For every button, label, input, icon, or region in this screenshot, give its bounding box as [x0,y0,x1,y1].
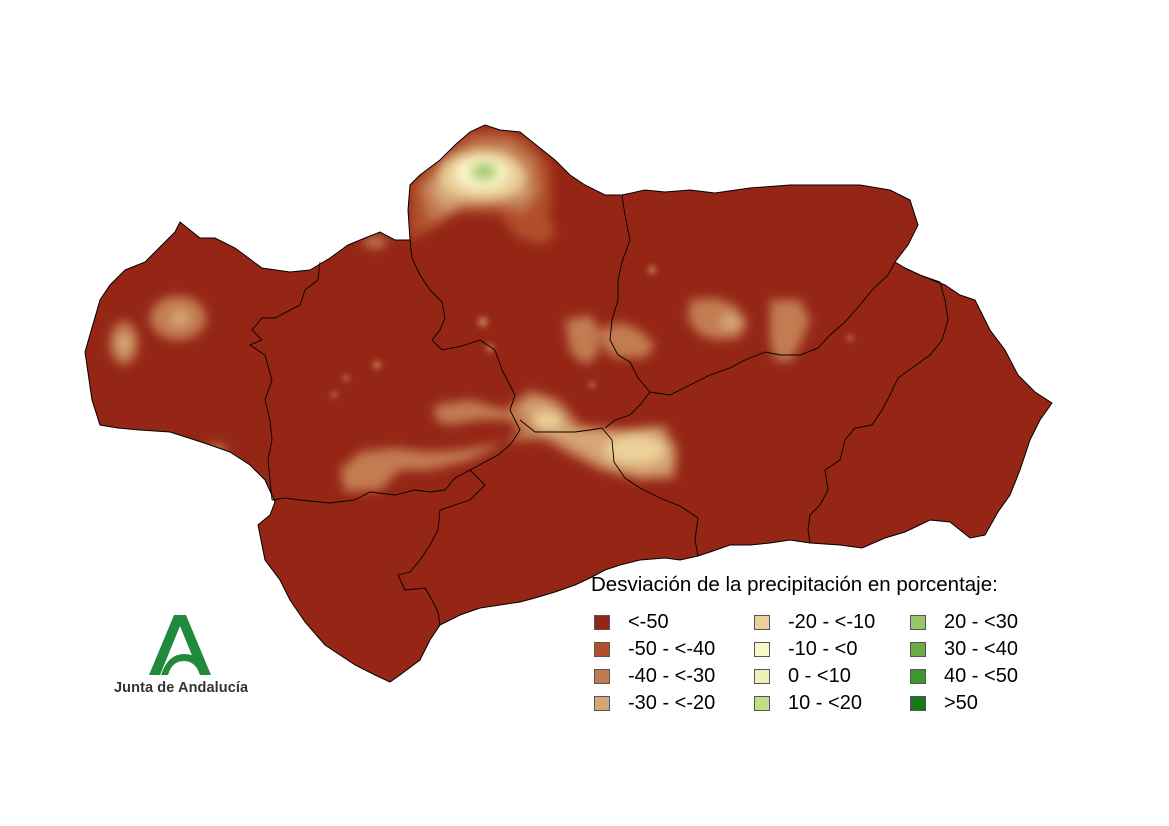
legend-swatch [910,696,926,711]
legend-item: 20 - <30 [906,609,1056,636]
legend-swatch [910,669,926,684]
legend-item: -30 - <-20 [590,690,750,717]
legend: Desviación de la precipitación en porcen… [590,573,1060,717]
legend-item: -20 - <-10 [750,609,906,636]
legend-item: 0 - <10 [750,663,906,690]
legend-swatch [754,696,770,711]
legend-swatch [754,642,770,657]
legend-swatch [594,615,610,630]
legend-label: 30 - <40 [944,638,1018,660]
legend-swatch [754,615,770,630]
legend-label: 40 - <50 [944,665,1018,687]
legend-label: >50 [944,692,978,714]
legend-grid: <-50 -50 - <-40 -40 - <-30 -30 - <-20 -20 - … [590,609,1060,717]
junta-andalucia-logo-icon [149,615,211,675]
legend-item: >50 [906,690,1056,717]
legend-label: -50 - <-40 [628,638,716,660]
legend-swatch [910,615,926,630]
legend-item: -50 - <-40 [590,636,750,663]
region-outline [84,124,1053,683]
legend-swatch [754,669,770,684]
legend-item: -40 - <-30 [590,663,750,690]
legend-item: 30 - <40 [906,636,1056,663]
legend-swatch [594,642,610,657]
legend-item: 10 - <20 [750,690,906,717]
legend-label: -30 - <-20 [628,692,716,714]
legend-item: <-50 [590,609,750,636]
legend-swatch [594,696,610,711]
legend-label: 10 - <20 [788,692,862,714]
province-boundaries [249,194,949,626]
legend-item: 40 - <50 [906,663,1056,690]
logo-text: Junta de Andalucía [114,680,249,696]
legend-label: -10 - <0 [788,638,858,660]
legend-item: -10 - <0 [750,636,906,663]
legend-label: <-50 [628,611,669,633]
legend-label: 20 - <30 [944,611,1018,633]
legend-title: Desviación de la precipitación en porcen… [591,573,998,596]
legend-swatch [594,669,610,684]
legend-label: 0 - <10 [788,665,851,687]
legend-swatch [910,642,926,657]
legend-label: -40 - <-30 [628,665,716,687]
legend-label: -20 - <-10 [788,611,876,633]
